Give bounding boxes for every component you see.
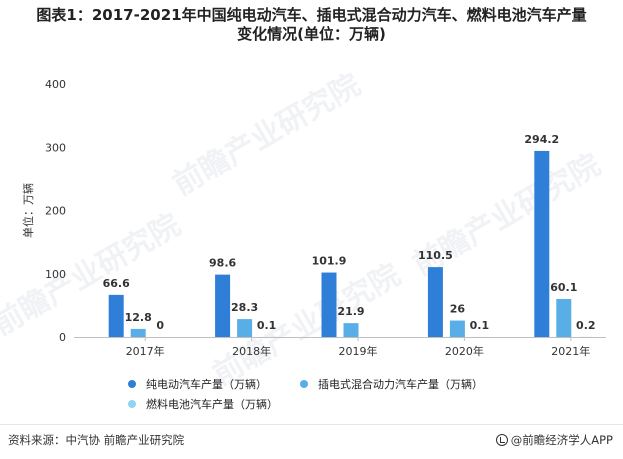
- bar-1: [534, 150, 550, 337]
- bar-2: [556, 298, 572, 337]
- data-label: 28.3: [231, 301, 258, 314]
- data-label: 0.1: [470, 319, 490, 332]
- bar-1: [215, 274, 231, 337]
- y-tick-label: 400: [45, 78, 66, 91]
- legend-label: 燃料电池汽车产量（万辆）: [146, 398, 278, 411]
- footer-divider: [0, 424, 623, 425]
- chart-title: 图表1：2017-2021年中国纯电动汽车、插电式混合动力汽车、燃料电池汽车产量…: [0, 6, 623, 44]
- data-label: 21.9: [337, 305, 364, 318]
- legend-item-series-2: 插电式混合动力汽车产量（万辆）: [300, 376, 483, 392]
- x-tick-label: 2018年: [232, 344, 271, 358]
- bar-1: [321, 272, 337, 337]
- bar-chart: 0 100 200 300 400 单位：万辆 2017年 66.6 12.8 0 2018年 98.…: [21, 78, 606, 358]
- chart-title-line-2: 变化情况(单位：万辆): [237, 25, 386, 43]
- y-tick-label: 300: [45, 141, 66, 154]
- legend-label: 纯电动汽车产量（万辆）: [146, 378, 267, 391]
- legend-label: 插电式混合动力汽车产量（万辆）: [318, 378, 483, 391]
- bar-1: [108, 294, 124, 337]
- data-label: 0.2: [576, 319, 596, 332]
- x-tick-label: 2019年: [339, 344, 378, 358]
- data-label: 66.6: [103, 277, 130, 290]
- x-tick-label: 2017年: [126, 344, 165, 358]
- data-label: 98.6: [209, 257, 236, 270]
- brand-credit: @前瞻经济学人APP: [495, 432, 613, 448]
- legend-swatch: [128, 380, 136, 388]
- x-tick-label: 2021年: [551, 344, 590, 358]
- data-label: 0.1: [257, 319, 277, 332]
- data-label: 101.9: [312, 255, 347, 268]
- bar-1: [427, 267, 443, 337]
- legend-swatch: [128, 400, 136, 408]
- bar-2: [449, 320, 465, 337]
- y-tick-label: 200: [45, 205, 66, 218]
- source-note: 资料来源：中汽协 前瞻产业研究院: [8, 433, 185, 447]
- legend-swatch: [300, 380, 308, 388]
- data-label: 60.1: [550, 281, 577, 294]
- data-label: 110.5: [418, 249, 453, 262]
- data-label: 26: [450, 303, 466, 316]
- brand-text: @前瞻经济学人APP: [510, 433, 613, 447]
- brand-logo-icon: [495, 434, 508, 446]
- legend-item-series-3: 燃料电池汽车产量（万辆）: [128, 396, 278, 412]
- data-label: 12.8: [125, 311, 152, 324]
- y-axis-label: 单位：万辆: [21, 183, 35, 238]
- data-label: 0: [156, 319, 164, 332]
- x-tick-label: 2020年: [445, 344, 484, 358]
- data-label: 294.2: [524, 133, 559, 146]
- chart-title-line-1: 图表1：2017-2021年中国纯电动汽车、插电式混合动力汽车、燃料电池汽车产量: [36, 6, 587, 24]
- y-tick-label: 0: [59, 331, 66, 344]
- y-tick-label: 100: [45, 268, 66, 281]
- bar-2: [130, 328, 146, 337]
- legend-item-series-1: 纯电动汽车产量（万辆）: [128, 376, 267, 392]
- bar-2: [237, 319, 253, 337]
- bar-2: [343, 323, 359, 337]
